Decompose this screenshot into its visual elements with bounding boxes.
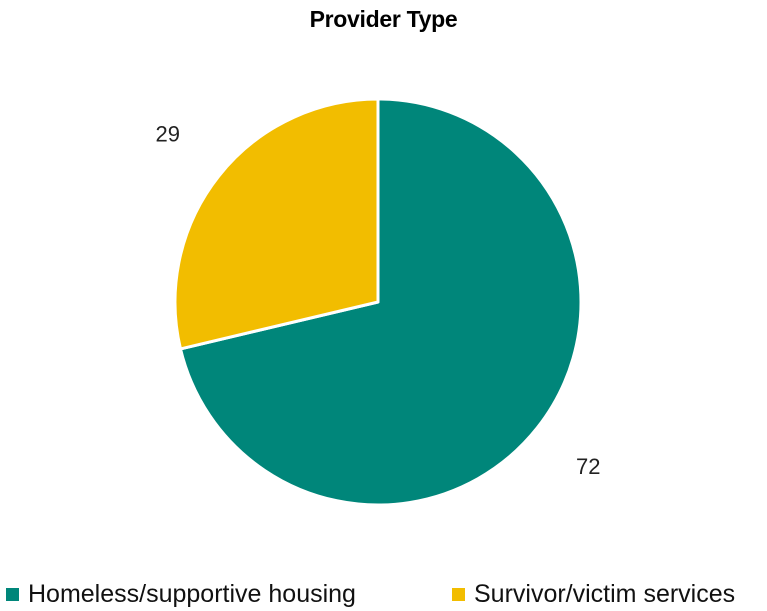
legend-label-survivor-victim-services: Survivor/victim services: [474, 580, 736, 608]
pie-slice-homeless-supportive-housing: [178, 97, 583, 507]
legend-swatch-homeless-supportive-housing: [6, 588, 19, 601]
legend-item-homeless-supportive-housing: Homeless/supportive housing: [6, 578, 356, 611]
data-label-homeless-supportive-housing: 72: [576, 454, 600, 479]
chart-title: Provider Type: [309, 6, 458, 32]
legend-label-homeless-supportive-housing: Homeless/supportive housing: [28, 580, 356, 608]
legend-item-survivor-victim-services: Survivor/victim services: [452, 578, 735, 611]
pie-chart: 72 29: [155, 97, 601, 507]
chart-legend: Homeless/supportive housing Survivor/vic…: [0, 578, 767, 611]
pie-slice-survivor-victim-services: [173, 97, 380, 351]
data-label-survivor-victim-services: 29: [155, 122, 179, 147]
legend-swatch-survivor-victim-services: [452, 588, 465, 601]
